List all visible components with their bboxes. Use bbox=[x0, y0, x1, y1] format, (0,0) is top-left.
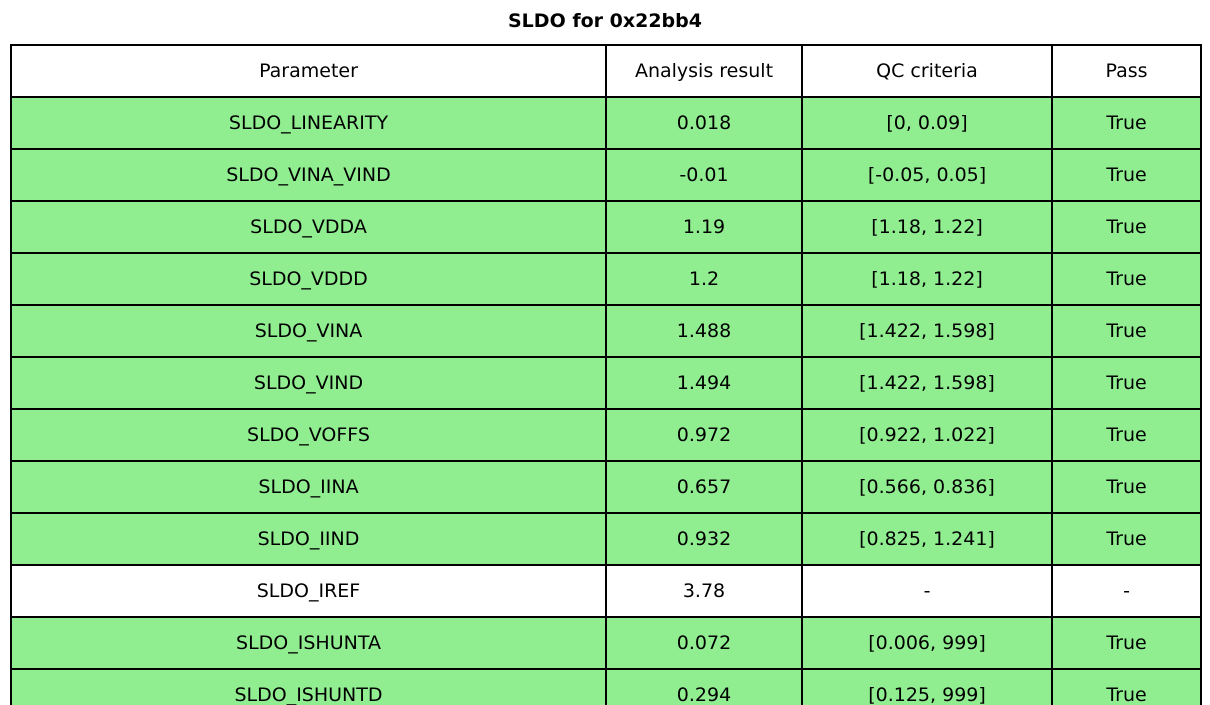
criteria-cell: [-0.05, 0.05] bbox=[801, 148, 1053, 202]
result-cell: 0.018 bbox=[605, 96, 803, 150]
table-row: SLDO_VIND 1.494 [1.422, 1.598] True bbox=[10, 356, 1202, 410]
table-row: SLDO_VDDA 1.19 [1.18, 1.22] True bbox=[10, 200, 1202, 254]
pass-cell: True bbox=[1051, 668, 1202, 705]
criteria-cell: [0, 0.09] bbox=[801, 96, 1053, 150]
parameter-cell: SLDO_IINA bbox=[10, 460, 607, 514]
table-row: SLDO_IINA 0.657 [0.566, 0.836] True bbox=[10, 460, 1202, 514]
pass-cell: True bbox=[1051, 356, 1202, 410]
result-cell: 3.78 bbox=[605, 564, 803, 618]
pass-cell: True bbox=[1051, 200, 1202, 254]
qc-results-table: Parameter Analysis result QC criteria Pa… bbox=[10, 44, 1202, 705]
pass-cell: True bbox=[1051, 460, 1202, 514]
parameter-cell: SLDO_VIND bbox=[10, 356, 607, 410]
result-cell: 0.657 bbox=[605, 460, 803, 514]
pass-cell: True bbox=[1051, 304, 1202, 358]
result-cell: 0.932 bbox=[605, 512, 803, 566]
parameter-cell: SLDO_IREF bbox=[10, 564, 607, 618]
criteria-cell: [0.922, 1.022] bbox=[801, 408, 1053, 462]
result-cell: 0.072 bbox=[605, 616, 803, 670]
parameter-cell: SLDO_LINEARITY bbox=[10, 96, 607, 150]
criteria-cell: - bbox=[801, 564, 1053, 618]
criteria-cell: [1.18, 1.22] bbox=[801, 200, 1053, 254]
pass-cell: True bbox=[1051, 616, 1202, 670]
pass-cell: - bbox=[1051, 564, 1202, 618]
pass-cell: True bbox=[1051, 252, 1202, 306]
table-row: SLDO_VDDD 1.2 [1.18, 1.22] True bbox=[10, 252, 1202, 306]
table-row: SLDO_VINA_VIND -0.01 [-0.05, 0.05] True bbox=[10, 148, 1202, 202]
criteria-cell: [0.125, 999] bbox=[801, 668, 1053, 705]
table-row: SLDO_VOFFS 0.972 [0.922, 1.022] True bbox=[10, 408, 1202, 462]
pass-cell: True bbox=[1051, 148, 1202, 202]
table-row: SLDO_IREF 3.78 - - bbox=[10, 564, 1202, 618]
result-cell: 0.972 bbox=[605, 408, 803, 462]
criteria-cell: [0.825, 1.241] bbox=[801, 512, 1053, 566]
parameter-cell: SLDO_ISHUNTD bbox=[10, 668, 607, 705]
criteria-cell: [0.566, 0.836] bbox=[801, 460, 1053, 514]
table-row: SLDO_VINA 1.488 [1.422, 1.598] True bbox=[10, 304, 1202, 358]
table-row: SLDO_ISHUNTA 0.072 [0.006, 999] True bbox=[10, 616, 1202, 670]
result-cell: 0.294 bbox=[605, 668, 803, 705]
pass-cell: True bbox=[1051, 96, 1202, 150]
result-cell: 1.494 bbox=[605, 356, 803, 410]
parameter-cell: SLDO_IIND bbox=[10, 512, 607, 566]
result-cell: 1.19 bbox=[605, 200, 803, 254]
result-cell: -0.01 bbox=[605, 148, 803, 202]
parameter-cell: SLDO_VINA bbox=[10, 304, 607, 358]
parameter-cell: SLDO_VDDA bbox=[10, 200, 607, 254]
criteria-cell: [1.422, 1.598] bbox=[801, 356, 1053, 410]
column-header-pass: Pass bbox=[1051, 44, 1202, 98]
header-row: Parameter Analysis result QC criteria Pa… bbox=[10, 44, 1202, 98]
criteria-cell: [0.006, 999] bbox=[801, 616, 1053, 670]
table-row: SLDO_IIND 0.932 [0.825, 1.241] True bbox=[10, 512, 1202, 566]
table-row: SLDO_ISHUNTD 0.294 [0.125, 999] True bbox=[10, 668, 1202, 705]
table-row: SLDO_LINEARITY 0.018 [0, 0.09] True bbox=[10, 96, 1202, 150]
result-cell: 1.2 bbox=[605, 252, 803, 306]
parameter-cell: SLDO_VOFFS bbox=[10, 408, 607, 462]
pass-cell: True bbox=[1051, 408, 1202, 462]
parameter-cell: SLDO_VDDD bbox=[10, 252, 607, 306]
column-header-parameter: Parameter bbox=[10, 44, 607, 98]
result-cell: 1.488 bbox=[605, 304, 803, 358]
criteria-cell: [1.18, 1.22] bbox=[801, 252, 1053, 306]
chart-title: SLDO for 0x22bb4 bbox=[508, 10, 702, 32]
pass-cell: True bbox=[1051, 512, 1202, 566]
parameter-cell: SLDO_ISHUNTA bbox=[10, 616, 607, 670]
column-header-qc-criteria: QC criteria bbox=[801, 44, 1053, 98]
criteria-cell: [1.422, 1.598] bbox=[801, 304, 1053, 358]
column-header-analysis-result: Analysis result bbox=[605, 44, 803, 98]
parameter-cell: SLDO_VINA_VIND bbox=[10, 148, 607, 202]
